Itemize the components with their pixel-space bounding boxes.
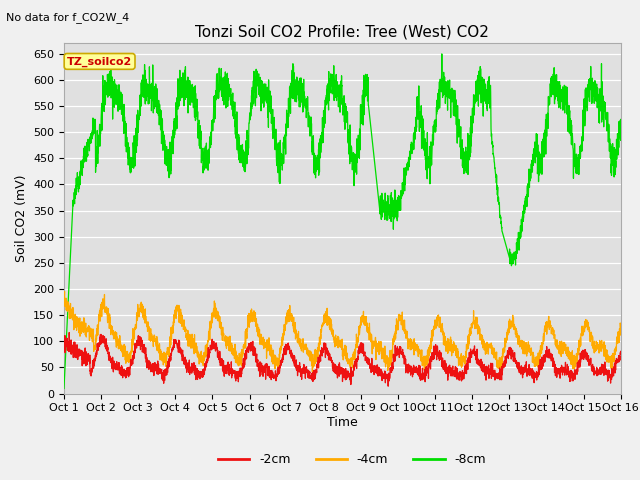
Text: TZ_soilco2: TZ_soilco2 xyxy=(67,56,132,67)
Y-axis label: Soil CO2 (mV): Soil CO2 (mV) xyxy=(15,175,28,262)
Legend: -2cm, -4cm, -8cm: -2cm, -4cm, -8cm xyxy=(213,448,491,471)
Text: No data for f_CO2W_4: No data for f_CO2W_4 xyxy=(6,12,130,23)
X-axis label: Time: Time xyxy=(327,416,358,429)
Title: Tonzi Soil CO2 Profile: Tree (West) CO2: Tonzi Soil CO2 Profile: Tree (West) CO2 xyxy=(195,24,490,39)
